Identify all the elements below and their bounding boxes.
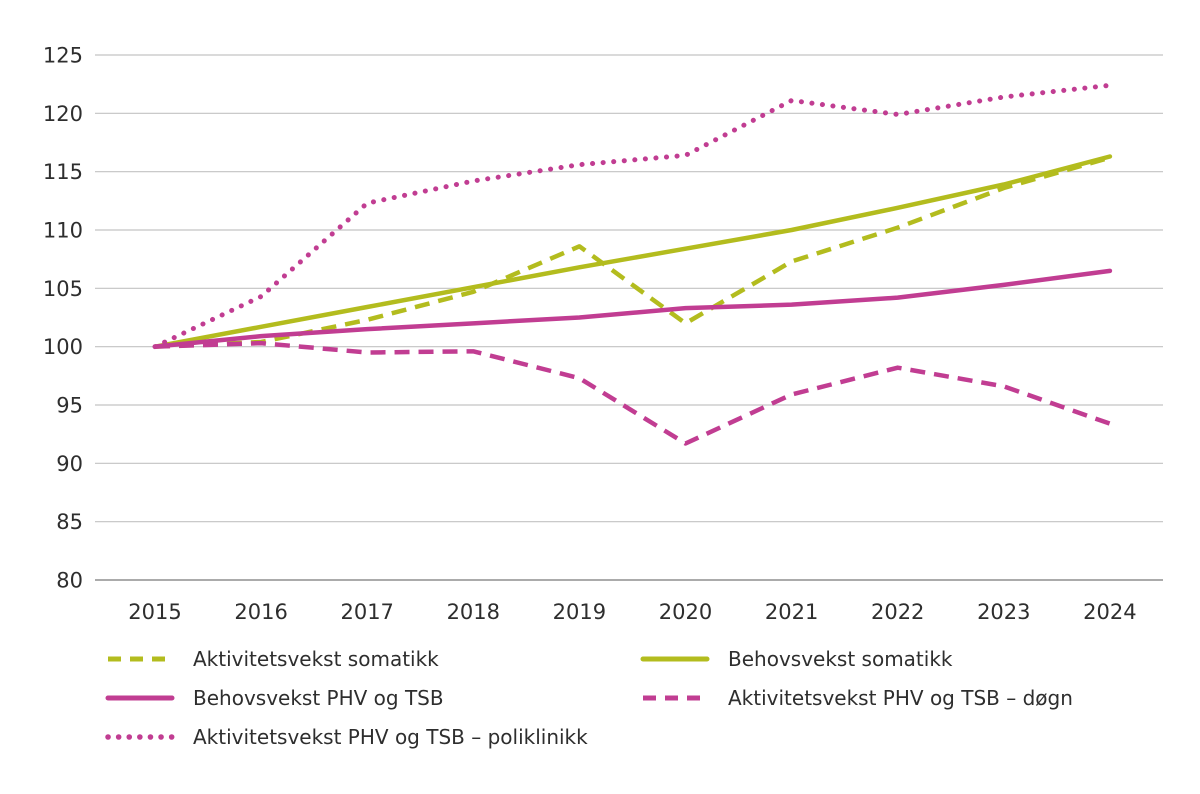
x-axis-tick-label: 2024	[1083, 600, 1136, 624]
legend-label: Aktivitetsvekst somatikk	[193, 647, 439, 671]
y-axis-tick-label: 125	[43, 44, 83, 68]
legend-line-sample	[640, 656, 710, 662]
legend-line-sample	[108, 656, 172, 662]
legend-item-aktivitetsvekst-phv-tsb-dogn: Aktivitetsvekst PHV og TSB – døgn	[640, 687, 1200, 709]
legend-label: Behovsvekst PHV og TSB	[193, 686, 444, 710]
y-axis-tick-label: 85	[56, 510, 83, 534]
x-axis-tick-label: 2016	[234, 600, 287, 624]
y-axis-tick-label: 115	[43, 160, 83, 184]
x-axis-tick-label: 2022	[871, 600, 924, 624]
y-axis-tick-label: 120	[43, 102, 83, 126]
legend-line-sample	[643, 695, 707, 701]
legend-item-behovsvekst-somatikk: Behovsvekst somatikk	[640, 648, 1200, 670]
series-line-aktivitetsvekst-phv-og-tsb-d-gn	[154, 340, 1111, 446]
x-axis-tick-label: 2015	[128, 600, 181, 624]
legend-label: Behovsvekst somatikk	[728, 647, 953, 671]
series-line-aktivitetsvekst-somatikk	[154, 155, 1111, 349]
x-axis-tick-label: 2017	[340, 600, 393, 624]
x-axis-tick-label: 2020	[659, 600, 712, 624]
y-axis-tick-label: 95	[56, 394, 83, 418]
legend-label: Aktivitetsvekst PHV og TSB – døgn	[728, 686, 1073, 710]
y-axis-tick-label: 105	[43, 277, 83, 301]
line-chart: 80 85 90 95 100 105 110 115 120 125 2015 2016 2017 20…	[43, 44, 1163, 624]
y-axis-tick-label: 80	[56, 569, 83, 593]
series-line-behovsvekst-somatikk	[152, 154, 1113, 349]
legend-line-sample	[105, 734, 175, 740]
legend-line-sample	[105, 695, 175, 701]
series-line-aktivitetsvekst-phv-og-tsb-poliklinikk	[152, 82, 1113, 350]
series-line-behovsvekst-phv-og-tsb	[152, 268, 1113, 349]
x-axis-tick-label: 2019	[553, 600, 606, 624]
y-axis-tick-label: 90	[56, 452, 83, 476]
y-axis-tick-label: 100	[43, 335, 83, 359]
legend-item-aktivitetsvekst-somatikk: Aktivitetsvekst somatikk	[105, 648, 640, 670]
legend-label: Aktivitetsvekst PHV og TSB – poliklinikk	[193, 725, 588, 749]
y-axis-tick-label: 110	[43, 219, 83, 243]
legend-item-behovsvekst-phv-tsb: Behovsvekst PHV og TSB	[105, 687, 640, 709]
legend-item-aktivitetsvekst-phv-tsb-poliklinikk: Aktivitetsvekst PHV og TSB – poliklinikk	[105, 726, 640, 748]
x-axis-tick-label: 2018	[447, 600, 500, 624]
chart-legend: Aktivitetsvekst somatikk Behovsvekst som…	[105, 648, 1200, 748]
x-axis-tick-label: 2023	[977, 600, 1030, 624]
x-axis-tick-label: 2021	[765, 600, 818, 624]
